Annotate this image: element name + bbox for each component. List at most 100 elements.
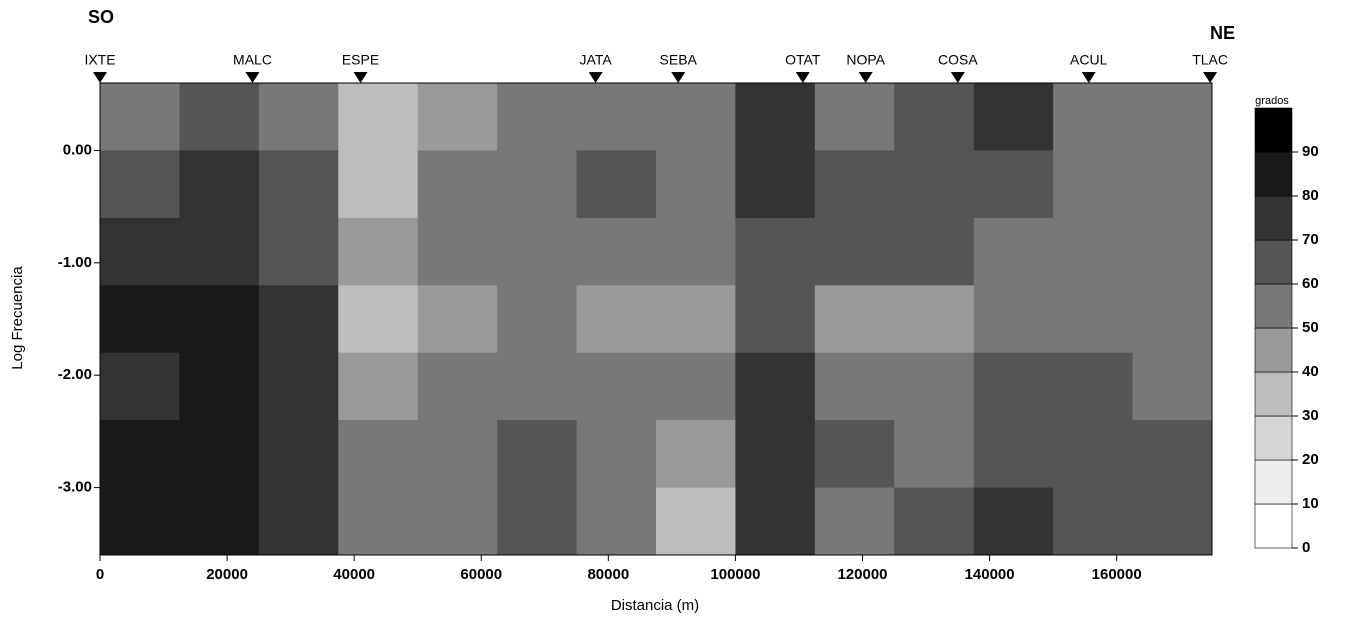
y-tick-label: 0.00 [63, 141, 92, 158]
station-marker [353, 72, 368, 83]
heat-cell [179, 285, 260, 354]
heat-cell [497, 285, 578, 354]
heat-cell [894, 487, 975, 556]
colorbar-tick-label: 30 [1302, 407, 1319, 424]
heat-cell [735, 150, 816, 219]
colorbar-tick-label: 10 [1302, 495, 1319, 512]
heat-cell [1132, 150, 1213, 219]
heat-cell [973, 83, 1054, 151]
heat-cell [735, 83, 816, 151]
heat-cell [973, 487, 1054, 556]
x-tick-label: 60000 [460, 566, 502, 583]
heat-cell [814, 83, 895, 151]
heat-cell [1053, 420, 1134, 489]
heat-cell [179, 487, 260, 556]
heat-cell [100, 83, 180, 151]
station-label: ACUL [1070, 52, 1108, 68]
station-marker [795, 72, 810, 83]
heat-cell [417, 487, 498, 556]
heat-cell [1132, 83, 1213, 151]
heat-cell [814, 285, 895, 354]
colorbar-segment [1254, 371, 1293, 417]
heat-cell [179, 217, 260, 286]
colorbar-tick-label: 0 [1302, 539, 1310, 556]
heat-cell [576, 217, 657, 286]
x-tick-label: 20000 [206, 566, 248, 583]
heat-cell [258, 217, 339, 286]
station-marker [245, 72, 260, 83]
colorbar-segment [1254, 415, 1293, 461]
heat-cell [258, 83, 339, 151]
x-tick-label: 0 [96, 566, 104, 583]
colorbar-tick-label: 90 [1302, 143, 1319, 160]
heat-cell [735, 487, 816, 556]
heat-cell [814, 352, 895, 421]
heat-cell [497, 217, 578, 286]
plot-frame [99, 82, 1213, 556]
x-tick-label: 140000 [965, 566, 1015, 583]
heat-cell [814, 487, 895, 556]
heat-cell [894, 420, 975, 489]
heat-cell [656, 285, 736, 354]
heat-cell [894, 352, 975, 421]
heat-cell [417, 217, 498, 286]
heat-cell [338, 150, 419, 219]
heat-cell [656, 352, 736, 421]
station-label: MALC [233, 52, 272, 68]
heat-cell [814, 217, 895, 286]
station-label: SEBA [660, 52, 698, 68]
heat-cell [656, 217, 736, 286]
heat-cell [258, 285, 339, 354]
left-label: SO [88, 7, 114, 27]
y-axis-title: Log Frecuencia [9, 266, 26, 370]
colorbar-tick-label: 40 [1302, 363, 1319, 380]
station-label: IXTE [84, 52, 115, 68]
colorbar-tick-label: 80 [1302, 187, 1319, 204]
heat-cell [576, 285, 657, 354]
station-marker [1081, 72, 1096, 83]
heat-cell [656, 83, 736, 151]
colorbar-segment [1254, 503, 1293, 549]
heat-cell [1053, 217, 1134, 286]
heat-cell [417, 285, 498, 354]
heat-cell [1053, 285, 1134, 354]
y-tick-label: -2.00 [58, 366, 92, 383]
heat-cell [1053, 352, 1134, 421]
heat-cell [497, 487, 578, 556]
heat-cell [179, 150, 260, 219]
colorbar-segment [1254, 107, 1293, 153]
heat-cell [258, 487, 339, 556]
heat-cell [576, 352, 657, 421]
heat-cell [1053, 83, 1134, 151]
heat-cell [497, 83, 578, 151]
heat-cell [576, 150, 657, 219]
heat-cell [1053, 487, 1134, 556]
x-tick-label: 160000 [1092, 566, 1142, 583]
heat-cell [973, 352, 1054, 421]
station-marker [1203, 72, 1218, 83]
heat-cell [100, 352, 180, 421]
station-marker [858, 72, 873, 83]
heat-cell [973, 217, 1054, 286]
station-label: TLAC [1192, 52, 1228, 68]
heat-cell [814, 420, 895, 489]
heat-cell [576, 420, 657, 489]
colorbar-segment [1254, 327, 1293, 373]
heat-cell [735, 217, 816, 286]
heat-cell [258, 352, 339, 421]
heat-cell [497, 420, 578, 489]
colorbar-tick-label: 70 [1302, 231, 1319, 248]
heat-cell [735, 352, 816, 421]
heat-cell [894, 285, 975, 354]
heat-cell [338, 217, 419, 286]
heat-cell [100, 150, 180, 219]
heat-cell [100, 217, 180, 286]
heat-cell [100, 420, 180, 489]
heat-cell [656, 487, 736, 556]
heat-cell [1132, 487, 1213, 556]
heat-cell [338, 352, 419, 421]
heat-cell [1132, 285, 1213, 354]
heat-cell [894, 83, 975, 151]
heat-cell [179, 83, 260, 151]
